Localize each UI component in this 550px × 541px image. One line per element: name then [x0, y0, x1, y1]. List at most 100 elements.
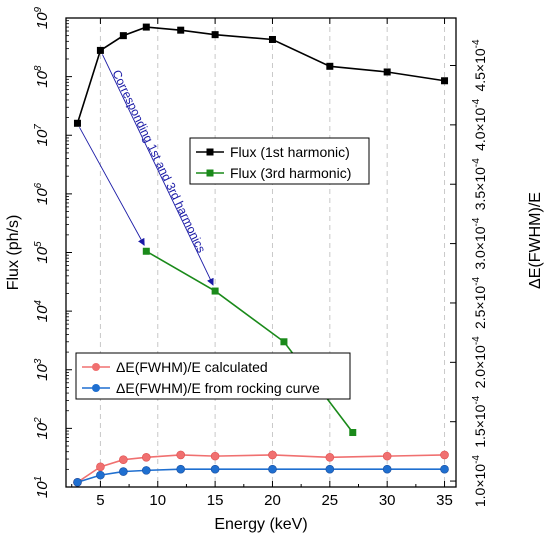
y2-tick-label-group: 1.5×10-4	[471, 395, 488, 448]
data-point	[268, 35, 276, 43]
series-layer	[73, 23, 449, 487]
y2-tick-label: 2.0×10-4	[471, 336, 488, 389]
annotation-arrow-1	[102, 54, 214, 286]
y-tick-label: 105	[33, 241, 51, 264]
data-point	[96, 46, 104, 54]
y2-tick-label: 3.5×10-4	[471, 158, 488, 211]
y2-tick-label-group: 3.0×10-4	[471, 217, 488, 270]
data-point	[176, 450, 186, 460]
data-point	[325, 464, 335, 474]
legend-layer: Flux (1st harmonic) Flux (3rd harmonic) ΔE…	[75, 137, 370, 400]
data-point	[142, 247, 150, 255]
y-tick-label: 106	[33, 182, 51, 205]
data-point	[440, 464, 449, 474]
y-tick-label-group: 108	[33, 65, 51, 88]
y-tick-label: 104	[33, 300, 51, 323]
y2-tick-label: 4.5×10-4	[471, 39, 488, 92]
data-point	[210, 464, 220, 474]
legend-swatch-marker	[206, 169, 214, 177]
data-point	[96, 470, 105, 480]
y-axis-title-group: Flux (ph/s)	[5, 215, 22, 291]
y-tick-label: 103	[33, 358, 51, 381]
legend-entry-label: ΔE(FWHM)/E from rocking curve	[116, 380, 320, 396]
data-point	[73, 119, 81, 127]
grid-layer	[99, 18, 446, 487]
data-point	[349, 429, 357, 437]
x-tick-label: 5	[96, 492, 104, 509]
data-point	[211, 287, 219, 295]
y-tick-label-group: 107	[33, 124, 51, 147]
data-point	[325, 453, 335, 462]
data-point	[211, 31, 219, 39]
y2-tick-label: 1.5×10-4	[471, 395, 488, 448]
data-point	[119, 455, 128, 464]
data-point	[440, 450, 449, 460]
data-point	[73, 477, 82, 487]
y2-tick-label: 1.0×10-4	[471, 455, 488, 508]
y2-tick-label: 3.0×10-4	[471, 217, 488, 270]
series-line-1	[145, 250, 354, 433]
y-axis-title: Flux (ph/s)	[5, 215, 22, 291]
y-tick-label-group: 103	[33, 358, 51, 381]
data-point	[268, 450, 277, 460]
y2-tick-label: 2.5×10-4	[471, 276, 488, 329]
legend-entry-label: Flux (3rd harmonic)	[230, 165, 351, 181]
data-point	[326, 62, 334, 70]
x-tick-label: 35	[436, 492, 453, 509]
series-line-0	[76, 26, 445, 124]
x-tick-label: 10	[149, 492, 166, 509]
x-axis-title: Energy (keV)	[214, 516, 307, 533]
data-point	[96, 462, 105, 472]
y2-axis-title-group: ΔE(FWHM)/E	[527, 192, 544, 289]
y2-tick-label-group: 3.5×10-4	[471, 158, 488, 211]
x-tick-label: 25	[321, 492, 338, 509]
legend-top-box	[189, 137, 370, 185]
data-point	[177, 26, 185, 34]
data-point	[119, 32, 127, 40]
legend-entry-label: Flux (1st harmonic)	[230, 144, 350, 160]
y-tick-label: 102	[33, 417, 51, 440]
data-point	[441, 77, 449, 85]
y-tick-label-group: 102	[33, 417, 51, 440]
y2-tick-label-group: 2.0×10-4	[471, 336, 488, 389]
legend-top: Flux (1st harmonic) Flux (3rd harmonic)	[189, 137, 370, 185]
data-point	[119, 467, 128, 476]
legend-bottom: ΔE(FWHM)/E calculated ΔE(FWHM)/E from roc…	[75, 352, 351, 400]
data-point	[176, 464, 186, 474]
series-line-3	[77, 468, 445, 484]
data-point	[141, 453, 151, 462]
data-point	[383, 68, 391, 76]
data-point	[382, 464, 392, 474]
y-tick-label-group: 105	[33, 241, 51, 264]
series-line-2	[77, 454, 445, 483]
data-point	[382, 451, 392, 461]
y-tick-label: 108	[33, 65, 51, 88]
y-tick-label: 107	[33, 124, 51, 147]
y2-tick-label-group: 2.5×10-4	[471, 276, 488, 329]
legend-swatch-marker	[92, 384, 100, 392]
y-tick-label: 101	[33, 476, 51, 498]
x-tick-label: 15	[207, 492, 224, 509]
x-tick-label: 30	[379, 492, 396, 509]
y2-tick-label-group: 4.0×10-4	[471, 98, 488, 151]
axes-layer: 5 10 15 20 25 30 35 101 102 103 104 105 106 107 108 109…	[5, 6, 544, 533]
y-tick-label-group: 106	[33, 182, 51, 205]
y-tick-label-group: 104	[33, 300, 51, 323]
y2-axis-title: ΔE(FWHM)/E	[527, 192, 544, 289]
legend-swatch-marker	[92, 363, 100, 371]
annotation-arrow-0	[79, 127, 145, 246]
data-point	[141, 466, 151, 475]
y-tick-label: 109	[33, 6, 51, 29]
data-point	[142, 23, 150, 31]
y-tick-label-group: 109	[33, 6, 51, 29]
y2-tick-label-group: 4.5×10-4	[471, 39, 488, 92]
legend-swatch-marker	[206, 148, 214, 156]
legend-entry-label: ΔE(FWHM)/E calculated	[116, 359, 268, 375]
x-tick-label: 20	[264, 492, 281, 509]
legend-bottom-box	[75, 352, 351, 400]
y2-tick-label-group: 1.0×10-4	[471, 455, 488, 508]
data-point	[210, 451, 220, 461]
data-point	[280, 338, 288, 346]
data-point	[268, 464, 277, 474]
